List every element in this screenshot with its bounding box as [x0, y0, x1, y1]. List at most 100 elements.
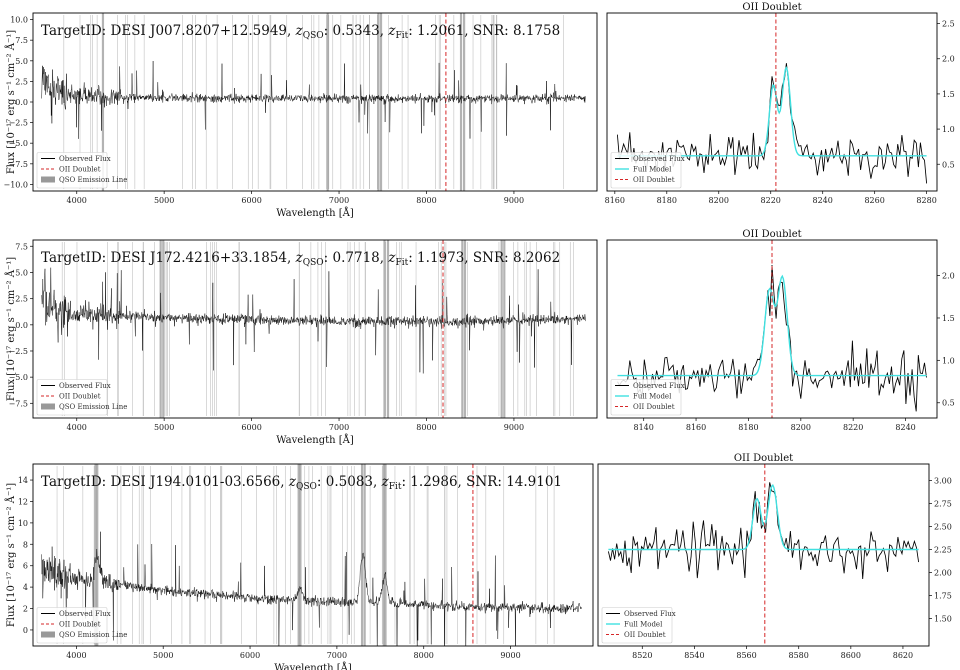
plot-frame: [606, 239, 938, 419]
x-ticks: 4000 5000 6000 7000 8000 9000: [67, 418, 524, 432]
y-tick-label: 10: [18, 519, 28, 528]
y-ticks: 1.50 1.75 2.00 2.25 2.50 2.75 3.00: [929, 477, 952, 623]
x-tick-label: 8000: [416, 423, 436, 432]
legend-entry: QSO Emission Line: [59, 176, 127, 184]
legend-swatch-qso: [41, 403, 55, 410]
legend-entry: Full Model: [624, 621, 663, 629]
oii-zoom-panel: 8160 8180 8200 8220 8240 8260 8280 0.5 1.0 1.5 2.0…: [605, 2, 955, 205]
oii-zoom-panel: 8520 8540 8560 8580 8600 8620 1.50 1.75 2.00 2.25…: [597, 453, 952, 660]
plot-area: [41, 240, 586, 418]
y-tick-label: 0: [23, 626, 28, 635]
legend-entry: Full Model: [633, 166, 672, 174]
y-ticks: −10.0 −7.5 −5.0 −2.5 0.0 2.5 5.0 7.5 10.0: [3, 16, 33, 189]
legend: Observed Flux OII Doublet QSO Emission Lin…: [36, 379, 127, 416]
y-tick-label: 0.5: [942, 399, 955, 408]
y-tick-label: −2.5: [9, 119, 28, 128]
x-ticks: 8520 8540 8560 8580 8600 8620: [632, 646, 913, 660]
x-tick-label: 8000: [414, 651, 434, 660]
y-tick-label: 1.0: [942, 356, 955, 365]
y-tick-label: 2.50: [934, 523, 952, 532]
x-tick-label: 4000: [67, 423, 87, 432]
y-tick-label: 2.25: [934, 545, 952, 554]
legend-entry: Observed Flux: [633, 382, 685, 390]
title-segment: z: [295, 23, 304, 39]
x-ticks: 8140 8160 8180 8200 8220 8240: [633, 418, 916, 432]
oii-zoom-panel: 8140 8160 8180 8200 8220 8240 0.5 1.0 1.5 2.0 OII …: [606, 229, 955, 432]
full-spectrum-panel: 4000 5000 6000 7000 8000 9000 −7.5 −5.0 −2.5 0.0 2…: [5, 239, 598, 446]
x-tick-label: 4000: [66, 651, 86, 660]
legend-entry: OII Doublet: [633, 176, 675, 184]
y-ticks: −7.5 −5.0 −2.5 0.0 2.5 5.0 7.5: [9, 242, 33, 408]
y-tick-label: 6: [23, 562, 28, 571]
y-ticks: 0 2 4 6 8 10 12 14: [18, 476, 33, 635]
plot-frame: [606, 12, 938, 192]
x-tick-label: 8240: [812, 196, 832, 205]
legend-entry: Observed Flux: [59, 610, 111, 618]
y-axis-label: Flux [10⁻¹⁷ erg s⁻¹ cm⁻² Å⁻¹]: [5, 257, 17, 401]
title-segment: : 0.5343,: [324, 23, 389, 39]
x-tick-label: 8000: [416, 196, 436, 205]
full-model-series: [608, 484, 919, 551]
y-tick-label: 5.0: [15, 268, 28, 277]
legend: Observed Flux OII Doublet QSO Emission Lin…: [36, 607, 127, 644]
title-segment: z: [381, 474, 390, 490]
legend-entry: OII Doublet: [633, 403, 675, 411]
x-tick-label: 8160: [686, 423, 706, 432]
x-tick-label: 4000: [67, 196, 87, 205]
x-tick-label: 8260: [864, 196, 884, 205]
title-segment: z: [295, 250, 304, 266]
title-segment: QSO: [303, 258, 324, 268]
x-tick-label: 8520: [632, 651, 652, 660]
legend: Observed Flux OII Doublet QSO Emission Lin…: [36, 152, 127, 189]
x-tick-label: 8600: [841, 651, 861, 660]
y-tick-label: 1.0: [942, 125, 955, 134]
x-tick-label: 8580: [789, 651, 809, 660]
x-tick-label: 9000: [504, 423, 524, 432]
title-segment: : 1.2986, SNR: 14.9101: [401, 474, 562, 490]
y-tick-label: 0.0: [15, 321, 28, 330]
legend-entry: Full Model: [633, 393, 672, 401]
x-tick-label: 6000: [241, 196, 261, 205]
legend-entry: Observed Flux: [633, 155, 685, 163]
x-tick-label: 5000: [153, 651, 173, 660]
title-segment: TargetID: DESI J007.8207+12.5949,: [41, 23, 296, 39]
title-segment: z: [288, 474, 297, 490]
title-segment: z: [387, 250, 396, 266]
y-tick-label: 1.5: [942, 90, 955, 99]
y-tick-label: 10.0: [10, 16, 28, 25]
legend: Observed Flux Full Model OII Doublet: [601, 607, 676, 644]
full-spectrum-panel: 4000 5000 6000 7000 8000 9000 0 2 4 6 8 10 12 14 Targe…: [5, 463, 594, 670]
y-tick-label: 14: [18, 476, 28, 485]
observed-flux-series: [616, 63, 928, 184]
x-tick-label: 5000: [154, 196, 174, 205]
y-tick-label: 2.00: [934, 568, 952, 577]
x-tick-label: 8180: [657, 196, 677, 205]
plot-area: [41, 464, 582, 646]
x-tick-label: 8220: [761, 196, 781, 205]
x-tick-label: 9000: [504, 196, 524, 205]
qso-emission-lines: [94, 464, 387, 646]
legend-box: [610, 152, 682, 189]
x-tick-label: 8620: [893, 651, 913, 660]
y-tick-label: −7.5: [9, 399, 28, 408]
x-tick-label: 5000: [154, 423, 174, 432]
title-segment: TargetID: DESI J194.0101-03.6566,: [41, 474, 289, 490]
title-segment: Fit: [389, 482, 402, 492]
x-tick-label: 7000: [329, 423, 349, 432]
spectrum-title: TargetID: DESI J007.8207+12.5949, zQSO: …: [41, 23, 560, 41]
residual-spikes: [61, 242, 574, 416]
plot-frame: [32, 463, 594, 647]
title-segment: TargetID: DESI J172.4216+33.1854,: [41, 250, 296, 266]
y-tick-label: 12: [18, 497, 28, 506]
y-tick-label: 2.5: [942, 20, 955, 29]
zoom-title: OII Doublet: [742, 2, 801, 13]
observed-flux-series: [617, 264, 927, 412]
x-tick-label: 8540: [684, 651, 704, 660]
plot-area: [607, 464, 920, 646]
legend: Observed Flux Full Model OII Doublet: [610, 379, 685, 416]
plot-frame: [597, 463, 930, 647]
title-segment: : 0.5083,: [317, 474, 382, 490]
observed-flux-series: [41, 531, 582, 646]
y-tick-label: −10.0: [3, 180, 28, 189]
y-tick-label: 0.0: [15, 98, 28, 107]
